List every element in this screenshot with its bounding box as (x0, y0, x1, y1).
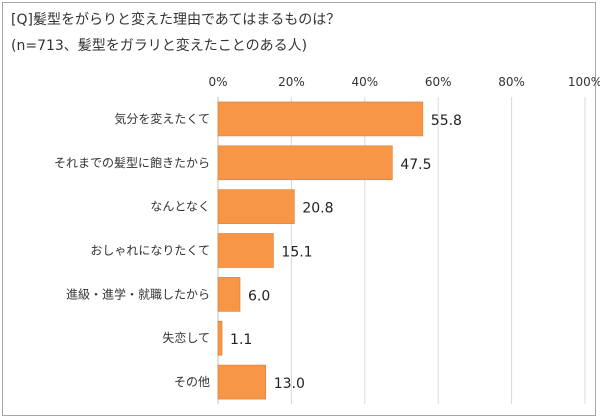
value-label: 1.1 (230, 332, 252, 348)
value-label: 47.5 (400, 157, 431, 173)
category-labels: 気分を変えたくてそれまでの髪型に飽きたからなんとなくおしゃれになりたくて進級・進… (54, 111, 210, 389)
bar (217, 233, 274, 268)
x-tick-label: 60% (425, 75, 452, 89)
x-tick-label: 20% (278, 75, 305, 89)
x-tick-label: 100% (568, 75, 600, 89)
bar (217, 364, 267, 400)
bars (217, 101, 424, 400)
chart-subtitle: (n=713、髪型をガラリと変えたことのある人) (11, 38, 308, 54)
chart-frame: [Q]髪型をがらりと変えた理由であてはまるものは？ (n=713、髪型をガラリと… (2, 2, 596, 416)
category-label: 失恋して (162, 330, 210, 345)
category-label: それまでの髪型に飽きたから (54, 155, 210, 170)
bar (217, 145, 393, 181)
value-label: 55.8 (431, 113, 462, 129)
value-labels: 55.8 47.5 20.8 15.1 6.0 1.1 13.0 (230, 113, 462, 392)
x-tick-label: 40% (351, 75, 378, 89)
bar (217, 101, 424, 137)
chart-title: [Q]髪型をがらりと変えた理由であてはまるものは？ (11, 12, 341, 28)
bar (217, 189, 295, 224)
x-tick-label: 80% (498, 75, 525, 89)
category-label: おしゃれになりたくて (90, 244, 210, 258)
category-label: なんとなく (150, 200, 210, 214)
bar (217, 277, 241, 312)
category-label: 気分を変えたくて (114, 111, 210, 126)
value-label: 20.8 (302, 201, 333, 217)
value-label: 15.1 (281, 245, 312, 261)
x-tick-label: 0% (208, 75, 227, 89)
bar (217, 320, 223, 356)
value-label: 6.0 (248, 288, 270, 304)
x-tick-labels: 0% 20% 40% 60% 80% 100% (208, 75, 600, 89)
value-label: 13.0 (274, 376, 305, 392)
category-label: その他 (174, 375, 210, 389)
category-label: 進級・進学・就職したから (66, 286, 210, 301)
